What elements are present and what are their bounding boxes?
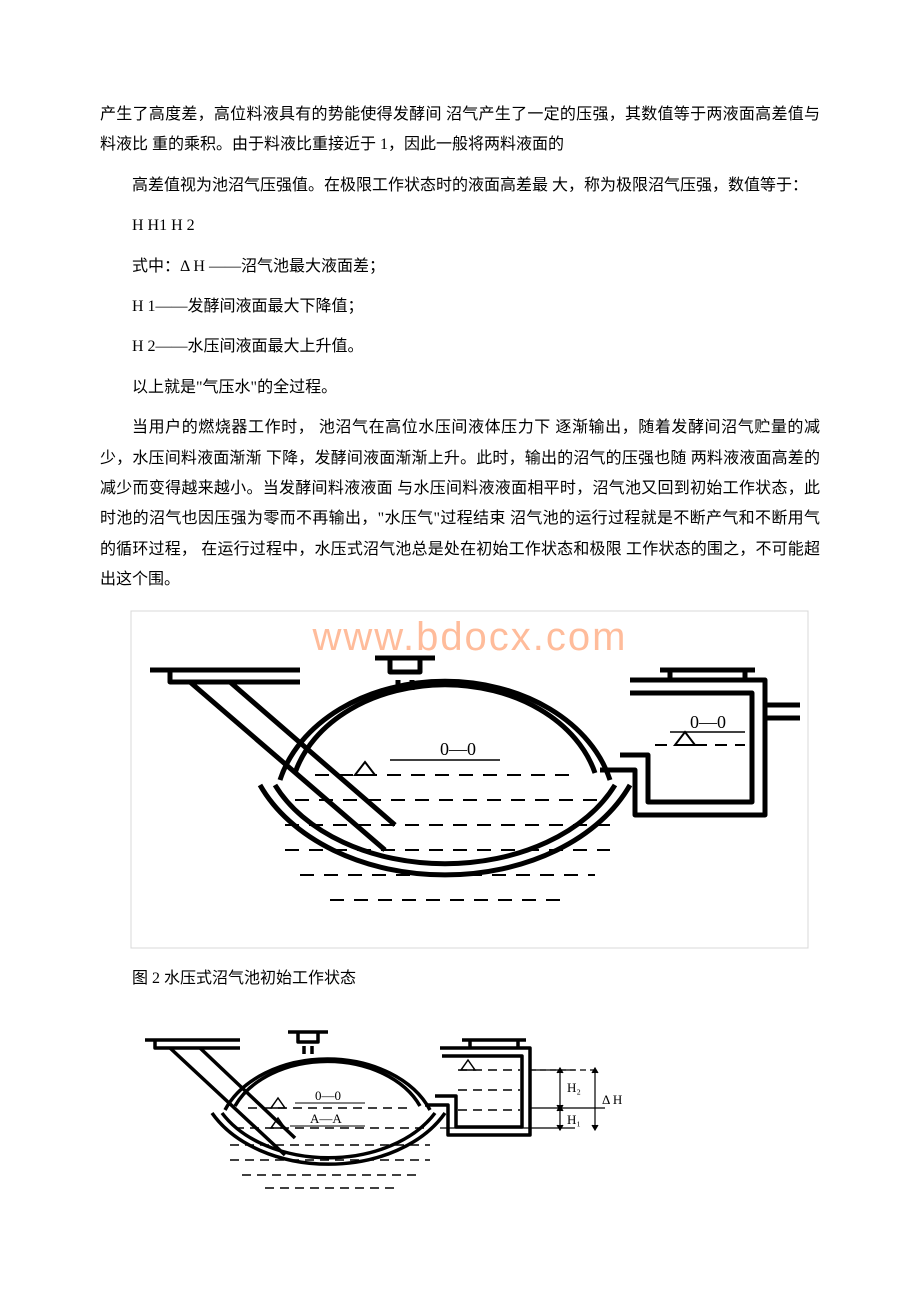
paragraph-summary: 以上就是"气压水"的全过程。 bbox=[100, 373, 820, 403]
fig1-label-oo-2: 0—0 bbox=[690, 712, 726, 732]
paragraph-1: 产生了高度差，高位料液具有的势能使得发酵间 沼气产生了一定的压强，其数值等于两液… bbox=[100, 100, 820, 161]
formula-def-2: H 1——发酵间液面最大下降值； bbox=[100, 292, 820, 322]
formula-line: H H1 H 2 bbox=[100, 211, 820, 241]
figure-1: www.bdocx.com bbox=[130, 610, 820, 950]
paragraph-2: 高差值视为池沼气压强值。在极限工作状态时的液面高差最 大，称为极限沼气压强，数值… bbox=[100, 171, 820, 201]
formula-def-3: H 2——水压间液面最大上升值。 bbox=[100, 332, 820, 362]
figure-2: 0—0 A—A H₂ H₁ Δ H bbox=[130, 1010, 820, 1220]
figure-1-caption: 图 2 水压式沼气池初始工作状态 bbox=[100, 964, 820, 994]
figure-2-svg: 0—0 A—A H₂ H₁ Δ H bbox=[130, 1010, 630, 1220]
fig2-label-h2: H₂ bbox=[567, 1080, 581, 1095]
figure-1-svg: www.bdocx.com bbox=[130, 610, 810, 950]
formula-def-1: 式中：Δ H ——沼气池最大液面差； bbox=[100, 252, 820, 282]
fig2-label-aa: A—A bbox=[310, 1111, 342, 1126]
fig1-label-oo-1: 0—0 bbox=[440, 739, 476, 759]
watermark-text: www.bdocx.com bbox=[312, 615, 628, 659]
fig2-label-dh: Δ H bbox=[602, 1092, 622, 1107]
paragraph-main: 当用户的燃烧器工作时， 池沼气在高位水压间液体压力下 逐渐输出，随着发酵间沼气贮… bbox=[100, 413, 820, 595]
fig2-label-oo: 0—0 bbox=[315, 1088, 341, 1103]
fig2-label-h1: H₁ bbox=[567, 1112, 581, 1127]
